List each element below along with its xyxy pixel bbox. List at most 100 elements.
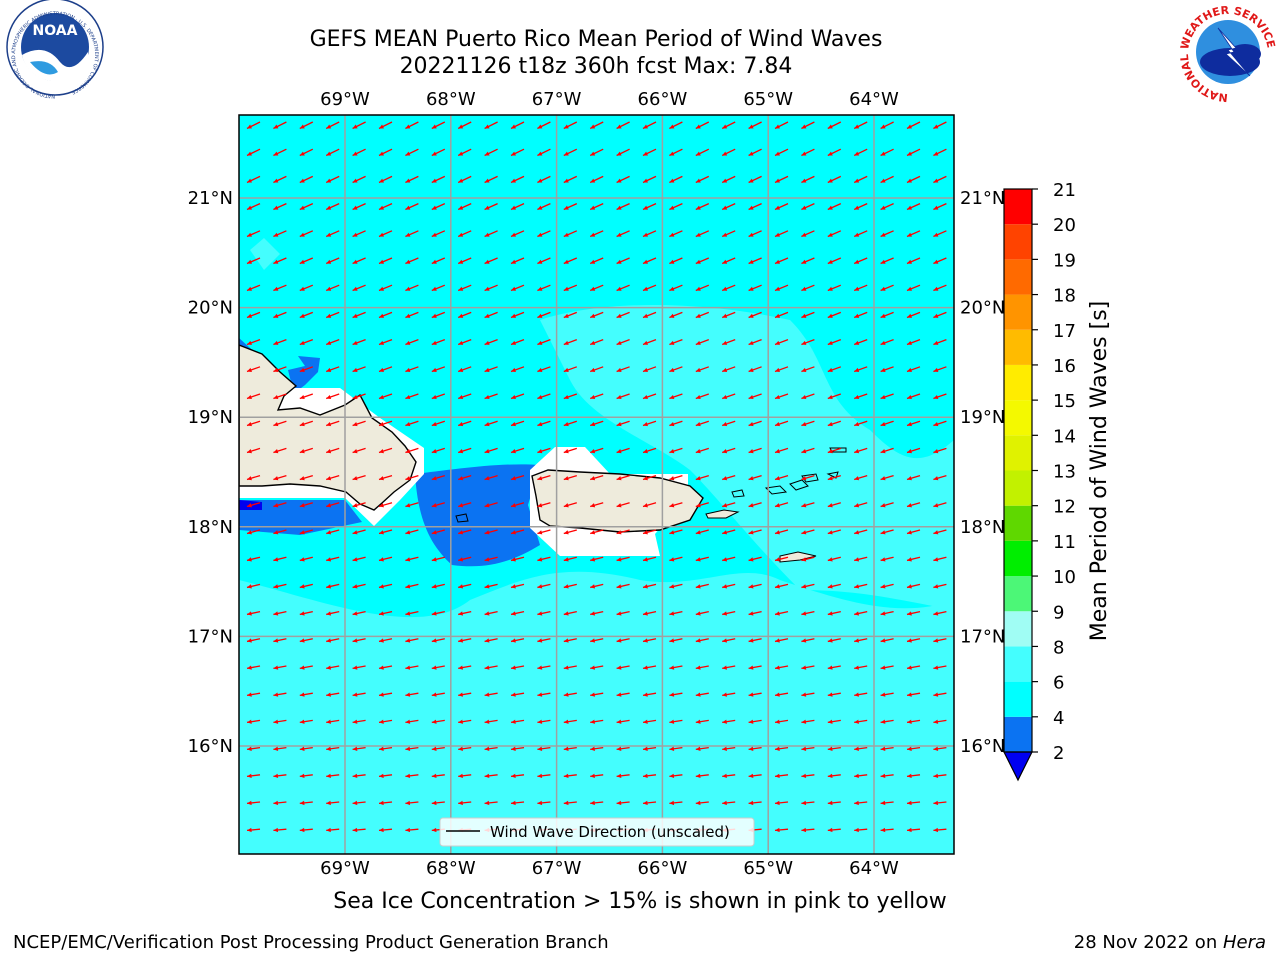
wave-arrow xyxy=(563,692,577,697)
wave-arrow xyxy=(722,502,736,508)
wave-arrow xyxy=(880,583,894,589)
wave-arrow xyxy=(378,447,393,454)
wave-arrow xyxy=(458,556,472,562)
wave-arrow xyxy=(801,148,815,157)
wave-arrow xyxy=(827,338,842,346)
wave-arrow xyxy=(616,638,630,643)
wave-arrow xyxy=(801,746,815,751)
colorbar-segment xyxy=(1004,646,1032,682)
wave-arrow xyxy=(748,230,762,238)
wave-arrow xyxy=(457,420,472,427)
wave-arrow xyxy=(378,420,393,427)
wave-arrow xyxy=(590,447,604,454)
wave-arrow xyxy=(273,366,287,373)
wave-arrow xyxy=(510,420,525,427)
lon-tick-label: 68°W xyxy=(426,89,476,110)
wave-arrow xyxy=(695,583,709,589)
wave-arrow xyxy=(457,230,472,238)
wave-arrow xyxy=(537,692,551,697)
wave-arrow xyxy=(510,665,525,670)
wave-arrow xyxy=(669,121,683,130)
wave-arrow xyxy=(748,665,762,670)
wave-arrow xyxy=(431,420,446,427)
wave-arrow xyxy=(590,800,604,806)
wave-arrow xyxy=(378,230,393,238)
wave-arrow xyxy=(616,583,630,589)
wave-arrow xyxy=(721,203,736,211)
wave-arrow xyxy=(801,529,815,535)
wave-arrow xyxy=(273,257,287,265)
wave-arrow xyxy=(563,366,578,373)
wave-arrow xyxy=(352,665,366,670)
wave-arrow xyxy=(273,638,287,643)
colorbar-tick-label: 2 xyxy=(1053,743,1064,764)
wave-arrow xyxy=(906,583,921,589)
wave-arrow xyxy=(299,746,313,751)
colorbar-segment xyxy=(1004,681,1032,717)
wave-arrow xyxy=(906,257,921,265)
wave-arrow xyxy=(906,502,921,508)
wave-arrow xyxy=(906,366,921,373)
wave-arrow xyxy=(458,719,472,724)
wave-arrow xyxy=(378,692,393,697)
wave-arrow xyxy=(695,148,710,157)
wave-arrow xyxy=(537,610,551,616)
wave-arrow xyxy=(669,583,683,589)
wave-arrow xyxy=(484,175,498,184)
wave-arrow xyxy=(774,121,789,130)
wave-arrow xyxy=(484,638,498,643)
wave-arrow xyxy=(431,665,445,670)
wave-arrow xyxy=(801,719,815,724)
wave-arrow xyxy=(405,338,419,346)
wave-arrow xyxy=(801,257,815,265)
wave-arrow xyxy=(246,420,261,427)
colorbar-under-arrow xyxy=(1003,751,1033,782)
wave-arrow xyxy=(405,665,419,670)
wave-arrow xyxy=(246,121,261,130)
wave-arrow xyxy=(722,773,736,779)
wave-arrow xyxy=(906,719,921,724)
wave-arrow xyxy=(722,719,736,724)
wave-arrow xyxy=(854,692,868,697)
wave-arrow xyxy=(669,420,683,427)
wave-arrow xyxy=(563,800,577,806)
wave-arrow xyxy=(722,610,736,616)
wave-arrow xyxy=(827,203,842,211)
wave-arrow xyxy=(484,529,498,535)
wave-arrow xyxy=(589,148,604,157)
wave-arrow xyxy=(748,366,762,373)
wave-arrow xyxy=(484,502,498,508)
wave-arrow xyxy=(616,556,630,562)
wave-arrow xyxy=(722,583,736,589)
wave-arrow xyxy=(431,474,445,481)
noaa-logo-text: NOAA xyxy=(33,23,78,39)
wave-arrow xyxy=(246,529,261,535)
wave-arrow xyxy=(537,746,551,751)
wave-arrow xyxy=(933,746,947,751)
graticule xyxy=(239,115,954,854)
wave-arrow xyxy=(510,556,525,562)
wave-arrow xyxy=(405,773,419,779)
wave-arrow xyxy=(801,827,815,833)
wave-arrow xyxy=(853,230,868,238)
wave-arrow xyxy=(484,257,498,265)
footer-date-text: 28 Nov 2022 on xyxy=(1073,932,1223,953)
wave-arrow xyxy=(827,175,842,184)
wave-arrow xyxy=(510,800,525,806)
wave-arrow xyxy=(299,827,313,833)
wave-arrow xyxy=(616,338,630,346)
wave-arrow xyxy=(378,121,393,130)
wave-arrow xyxy=(880,773,894,779)
colorbar-segment xyxy=(1004,576,1032,612)
wave-arrow xyxy=(378,366,393,373)
wave-arrow xyxy=(299,800,313,806)
wave-arrow xyxy=(853,366,868,373)
wave-arrow xyxy=(246,502,261,508)
wave-arrow xyxy=(378,556,393,562)
wave-arrow xyxy=(589,366,604,373)
wave-arrow xyxy=(563,257,578,265)
wave-arrow xyxy=(352,638,366,643)
wave-arrow xyxy=(801,366,815,373)
wave-arrow xyxy=(431,257,446,265)
wave-arrow xyxy=(642,610,657,616)
